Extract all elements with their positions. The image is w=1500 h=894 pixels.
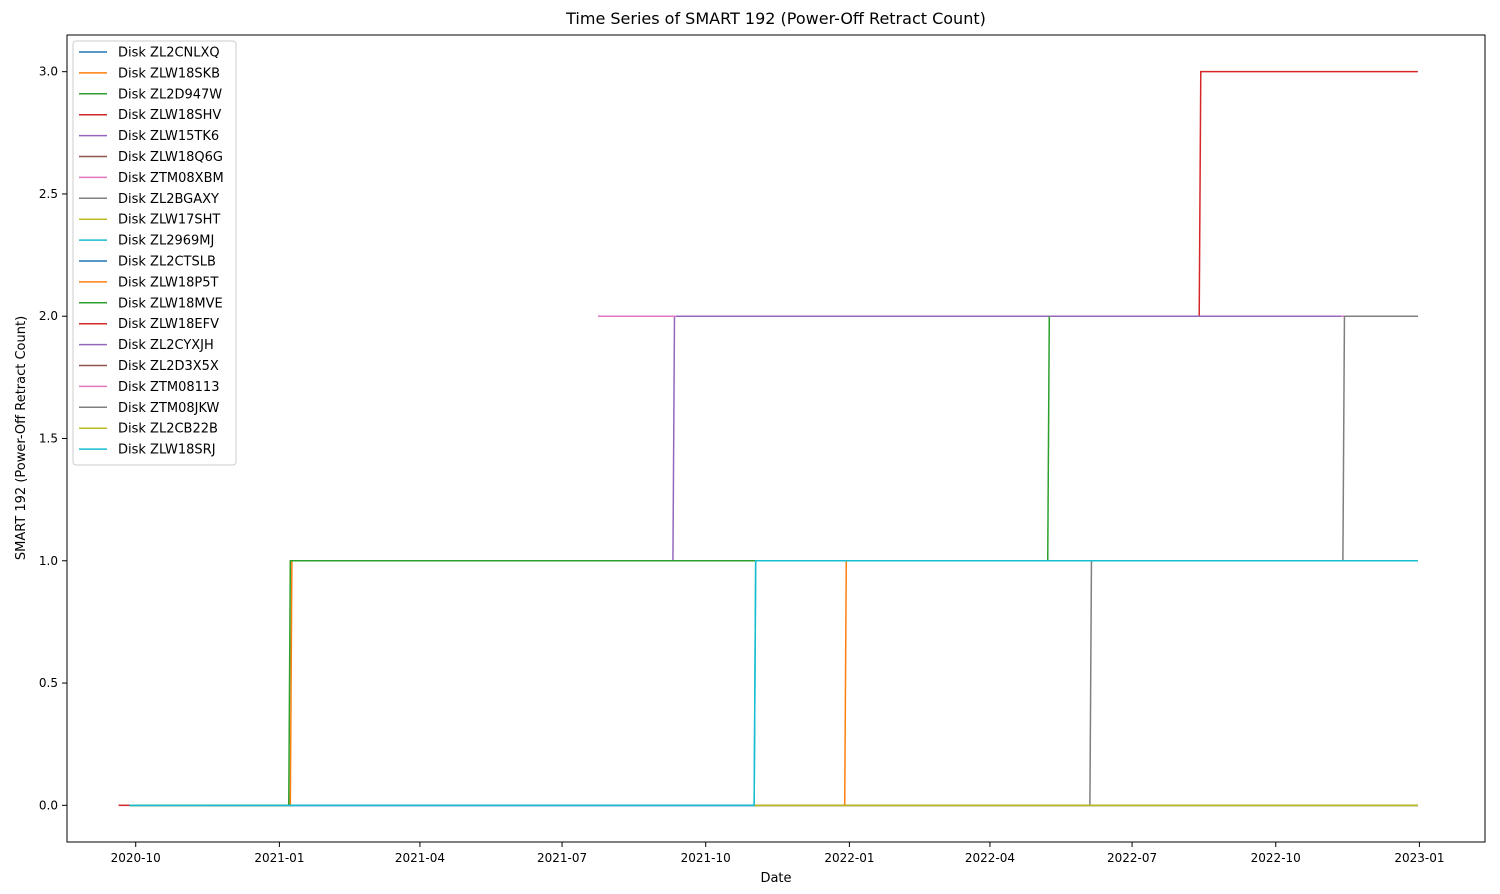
series-line — [754, 560, 1418, 807]
legend-label: Disk ZTM08XBM — [118, 171, 224, 186]
legend-label: Disk ZLW18Q6G — [118, 150, 223, 165]
x-tick-label: 2022-10 — [1251, 851, 1301, 865]
plot-frame — [66, 34, 1486, 843]
y-tick-label: 3.0 — [39, 65, 58, 79]
legend-label: Disk ZLW17SHT — [118, 213, 220, 228]
legend-label: Disk ZL2CB22B — [118, 422, 218, 437]
series-line — [129, 560, 1418, 807]
series-line — [129, 560, 1418, 807]
legend-label: Disk ZLW18MVE — [118, 296, 223, 311]
x-tick-label: 2021-07 — [537, 851, 587, 865]
legend-label: Disk ZL2CNLXQ — [118, 46, 220, 61]
chart-title: Time Series of SMART 192 (Power-Off Retr… — [565, 9, 986, 28]
legend-label: Disk ZLW18SKB — [118, 66, 220, 81]
y-axis-title: SMART 192 (Power-Off Retract Count) — [14, 316, 29, 560]
legend-label: Disk ZLW15TK6 — [118, 129, 219, 144]
x-axis-title: Date — [760, 871, 791, 886]
y-tick-label: 1.0 — [39, 554, 58, 568]
y-tick-label: 2.0 — [39, 309, 58, 323]
legend-label: Disk ZL2BGAXY — [118, 192, 219, 207]
y-tick-label: 1.5 — [39, 432, 58, 446]
legend-label: Disk ZLW18SRJ — [118, 443, 216, 458]
x-tick-label: 2021-10 — [681, 851, 731, 865]
series-line — [129, 560, 1418, 807]
legend: Disk ZL2CNLXQ Disk ZLW18SKB Disk ZL2D947W D… — [72, 40, 237, 466]
x-tick-label: 2023-01 — [1394, 851, 1444, 865]
x-tick-label: 2022-01 — [824, 851, 874, 865]
legend-label: Disk ZL2CYXJH — [118, 338, 214, 353]
legend-label: Disk ZTM08113 — [118, 380, 219, 395]
series-line — [754, 560, 1418, 807]
legend-label: Disk ZLW18SHV — [118, 108, 221, 123]
legend-label: Disk ZL2D947W — [118, 87, 222, 102]
legend-label: Disk ZTM08JKW — [118, 401, 220, 416]
series-line — [1049, 70, 1418, 317]
y-tick-label: 2.5 — [39, 187, 58, 201]
x-tick-label: 2021-01 — [254, 851, 304, 865]
series-layer — [118, 70, 1418, 807]
x-tick-label: 2020-10 — [111, 851, 161, 865]
series-line — [1049, 315, 1418, 562]
y-axis: 0.0 0.5 1.0 1.5 2.0 2.5 3.0 — [39, 65, 67, 812]
y-tick-label: 0.5 — [39, 676, 58, 690]
x-tick-label: 2021-04 — [395, 851, 445, 865]
legend-label: Disk ZL2969MJ — [118, 234, 214, 249]
x-tick-label: 2022-04 — [965, 851, 1015, 865]
legend-box — [72, 40, 237, 466]
legend-label: Disk ZL2CTSLB — [118, 255, 216, 270]
series-line — [515, 315, 1050, 562]
legend-label: Disk ZLW18EFV — [118, 317, 219, 332]
legend-label: Disk ZLW18P5T — [118, 275, 219, 290]
y-tick-label: 0.0 — [39, 798, 58, 812]
legend-label: Disk ZL2D3X5X — [118, 359, 219, 374]
x-tick-label: 2022-07 — [1107, 851, 1157, 865]
x-axis: 2020-10 2021-01 2021-04 2021-07 2021-10 2022-… — [111, 842, 1444, 865]
